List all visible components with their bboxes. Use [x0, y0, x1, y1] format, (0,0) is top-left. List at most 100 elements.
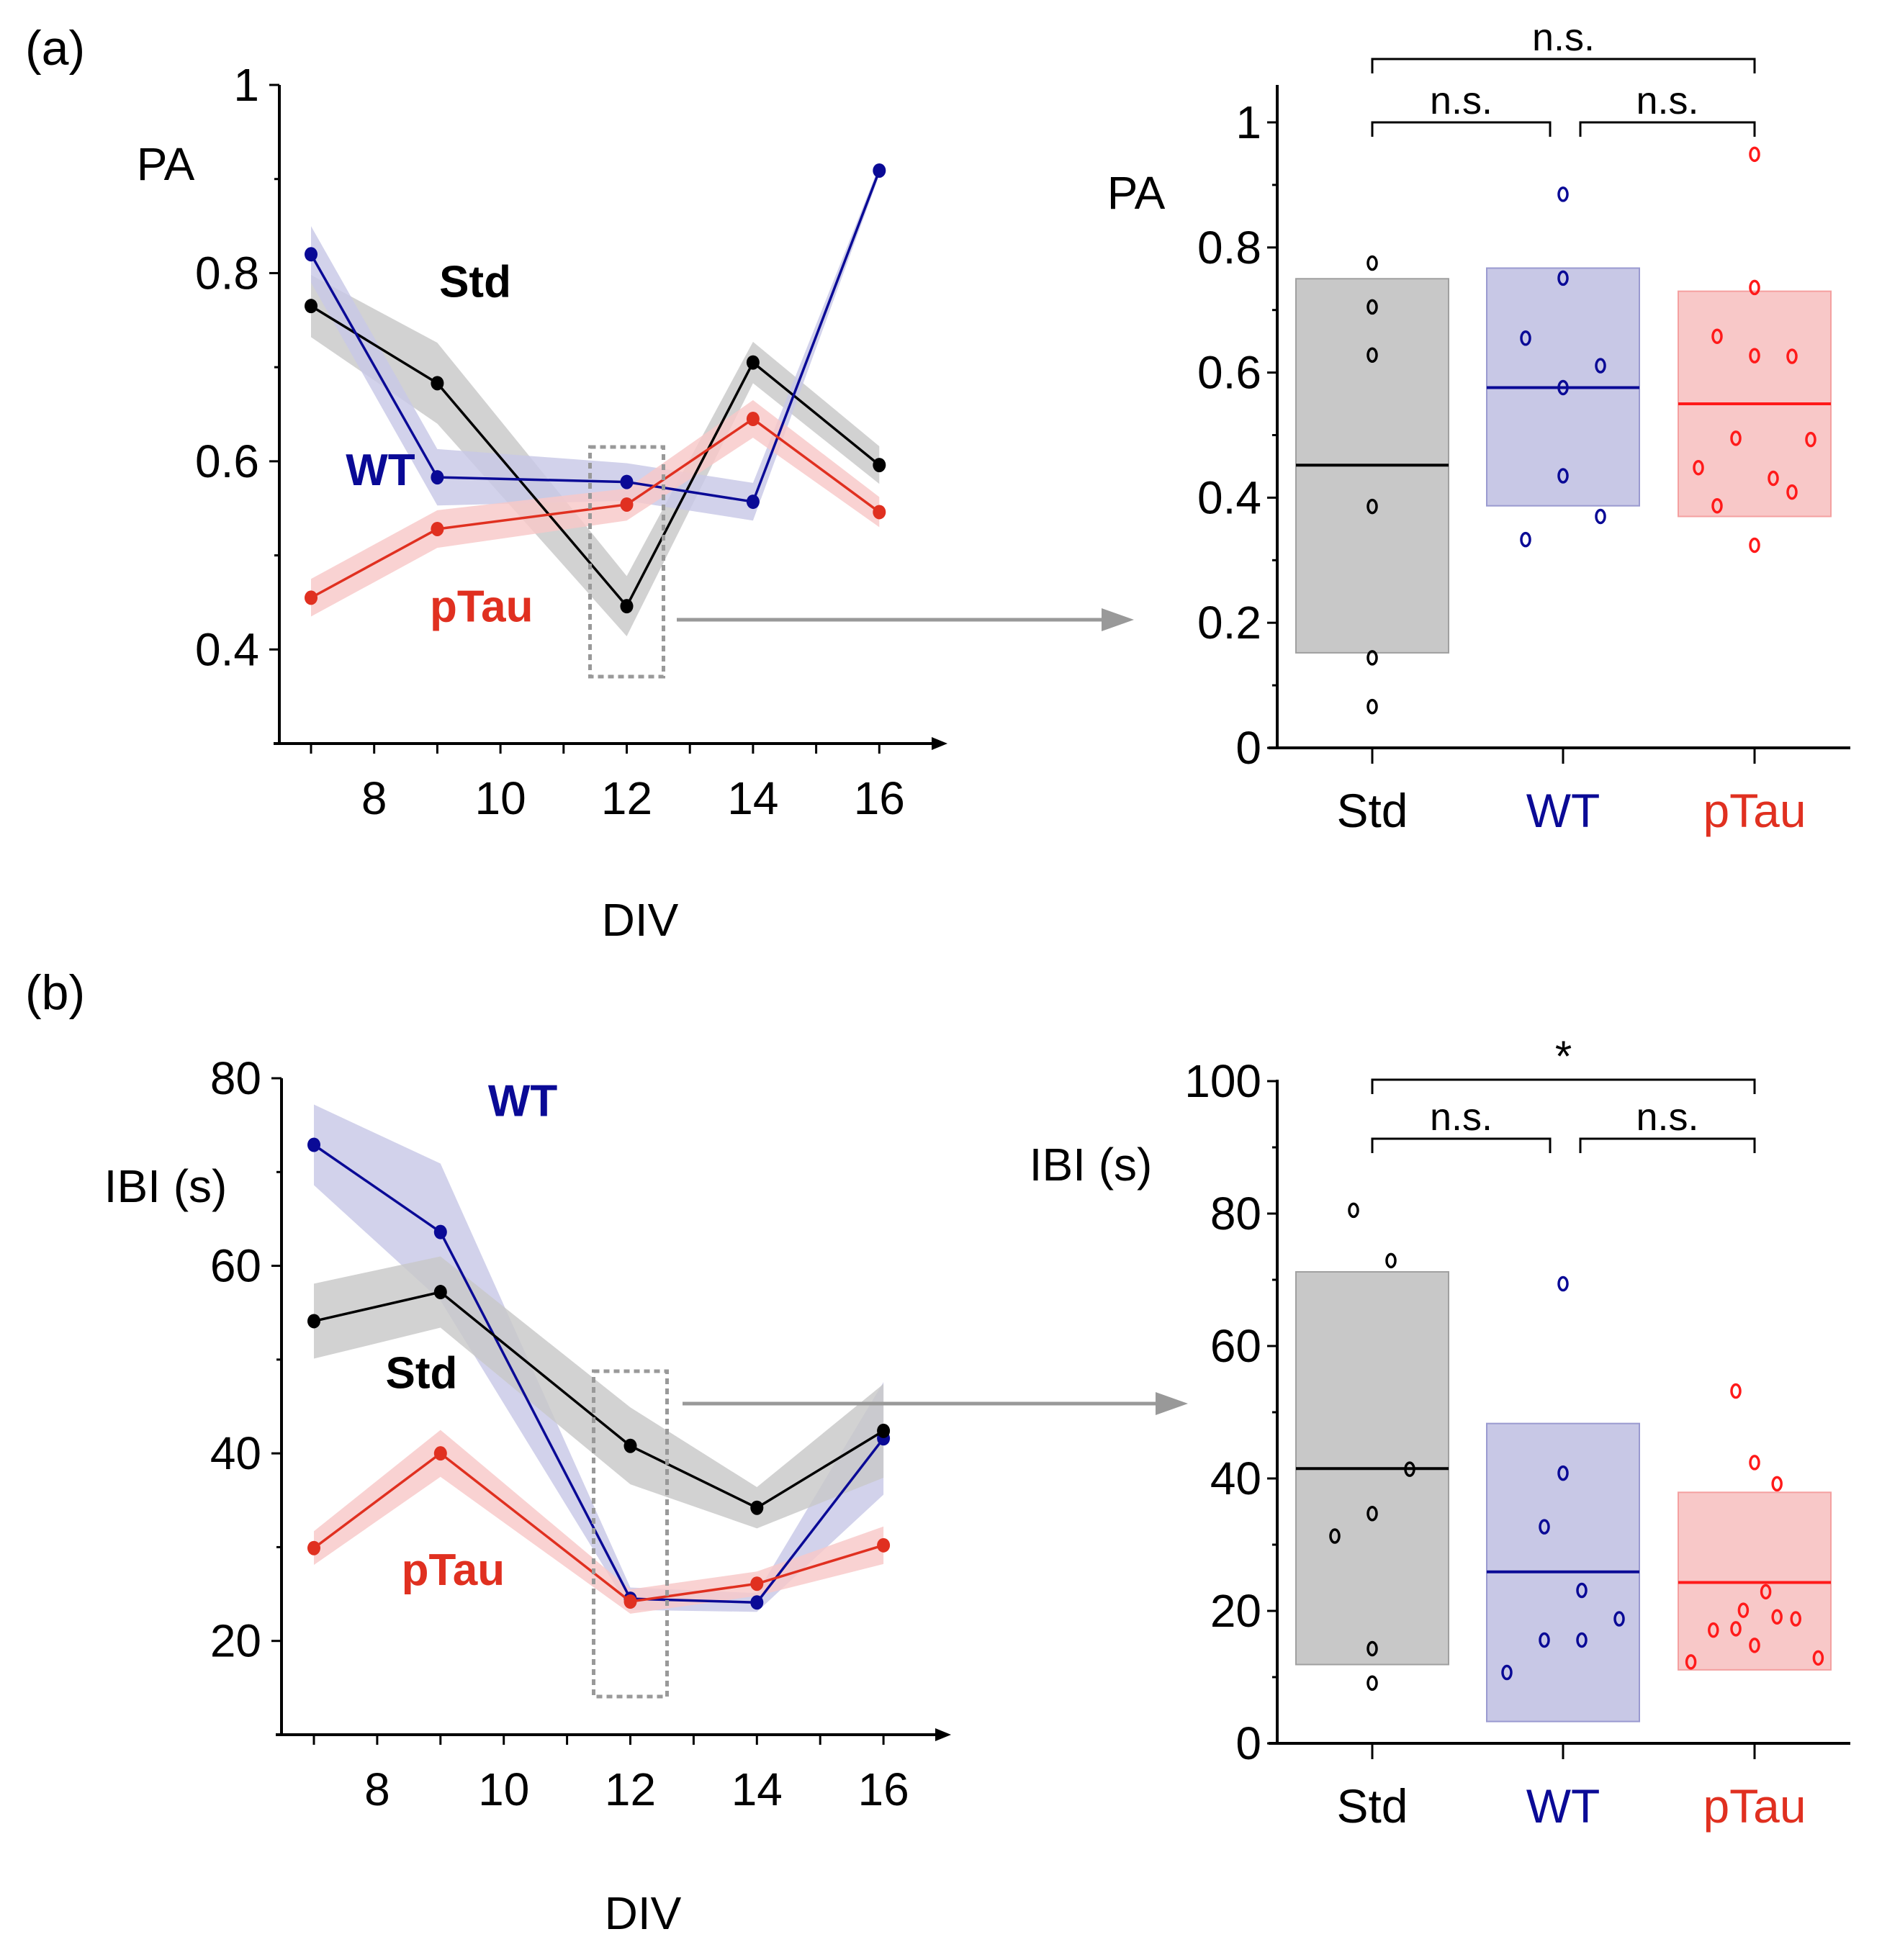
- data-point-std: [431, 376, 444, 391]
- y-tick-label: 0.8: [1197, 222, 1261, 274]
- data-point-std: [305, 299, 318, 314]
- data-point-wt: [1539, 1632, 1550, 1648]
- series-label-wt: WT: [488, 1077, 558, 1126]
- data-point-wt: [1557, 1465, 1569, 1481]
- zoom-arrow-head-icon: [1156, 1392, 1188, 1415]
- y-tick-label: 0.6: [1197, 347, 1261, 399]
- data-point-ptau: [1812, 1650, 1824, 1666]
- y-tick-label: 0.4: [195, 623, 259, 675]
- error-band-std: [314, 1256, 884, 1529]
- data-point-ptau: [1790, 1611, 1801, 1627]
- data-point-std: [750, 1500, 764, 1515]
- significance-label: n.s.: [1636, 1096, 1698, 1139]
- x-tick-label: 12: [601, 772, 652, 824]
- data-point-std: [746, 355, 760, 370]
- data-point-wt: [1520, 330, 1531, 346]
- data-point-std: [1404, 1461, 1415, 1477]
- data-point-ptau: [1749, 279, 1760, 296]
- data-point-std: [1329, 1528, 1341, 1544]
- data-point-ptau: [620, 497, 634, 512]
- x-tick-label: 10: [478, 1763, 529, 1815]
- data-point-std: [1367, 1506, 1378, 1522]
- y-tick-label: 0.4: [1197, 471, 1261, 523]
- x-tick-label: 12: [605, 1763, 656, 1815]
- error-band-ptau: [314, 1430, 884, 1614]
- data-point-wt: [1613, 1611, 1625, 1627]
- data-point-wt: [1557, 379, 1569, 396]
- y-tick-label: 0.2: [1197, 597, 1261, 649]
- data-point-ptau: [1749, 537, 1760, 554]
- y-tick-label: 0: [1235, 722, 1261, 774]
- significance-bracket: [1371, 1137, 1552, 1153]
- data-point-ptau: [1708, 1622, 1719, 1638]
- data-point-ptau: [305, 590, 318, 605]
- data-point-ptau: [1768, 470, 1779, 487]
- data-point-ptau: [1749, 348, 1760, 363]
- data-point-ptau: [1693, 459, 1704, 476]
- data-point-ptau: [431, 521, 444, 536]
- x-category-label-std: Std: [1336, 1779, 1408, 1833]
- data-point-ptau: [1771, 1476, 1783, 1492]
- x-tick-label: 8: [364, 1763, 390, 1815]
- data-point-std: [1367, 650, 1378, 666]
- x-tick-label: 14: [727, 772, 778, 824]
- significance-bracket: [1371, 121, 1552, 137]
- y-tick-label: 60: [210, 1240, 261, 1292]
- data-point-wt: [307, 1137, 320, 1152]
- data-point-std: [873, 458, 886, 473]
- y-tick-label: 1: [1235, 96, 1261, 148]
- highlight-box: [592, 1369, 669, 1699]
- x-tick-label: 16: [858, 1763, 909, 1815]
- data-point-std: [620, 599, 634, 614]
- data-point-ptau: [1749, 1455, 1760, 1471]
- data-point-wt: [305, 247, 318, 262]
- data-point-ptau: [1771, 1609, 1783, 1625]
- x-axis-label: DIV: [602, 894, 679, 946]
- data-point-std: [877, 1423, 891, 1438]
- data-point-ptau: [1711, 497, 1723, 514]
- data-point-ptau: [433, 1446, 447, 1461]
- significance-label: *: [1555, 1032, 1572, 1080]
- y-tick-label: 80: [1210, 1188, 1261, 1239]
- x-tick-label: 8: [361, 772, 387, 824]
- data-point-wt: [1576, 1632, 1588, 1648]
- significance-label: n.s.: [1636, 79, 1698, 122]
- y-tick-label: 0.8: [195, 247, 259, 299]
- y-axis-label: PA: [137, 138, 195, 190]
- x-category-label-wt: WT: [1526, 784, 1600, 837]
- significance-bracket: [1371, 1078, 1756, 1094]
- data-point-std: [1348, 1202, 1359, 1219]
- data-point-std: [307, 1314, 320, 1329]
- data-point-ptau: [1805, 431, 1816, 448]
- data-point-ptau: [1711, 328, 1723, 344]
- series-label-ptau: pTau: [430, 582, 533, 631]
- data-point-ptau: [1730, 430, 1742, 446]
- x-tick-label: 10: [475, 772, 526, 824]
- x-axis-label: DIV: [605, 1887, 682, 1939]
- data-point-wt: [620, 474, 634, 489]
- data-point-std: [1385, 1252, 1397, 1269]
- data-point-ptau: [623, 1594, 637, 1609]
- data-point-std: [1367, 255, 1378, 271]
- series-label-ptau: pTau: [402, 1545, 505, 1595]
- data-point-wt: [433, 1224, 447, 1239]
- data-point-wt: [1539, 1519, 1550, 1535]
- data-point-ptau: [1685, 1654, 1697, 1670]
- data-point-ptau: [1749, 146, 1760, 163]
- y-axis-label: IBI (s): [1030, 1139, 1153, 1191]
- data-point-wt: [873, 163, 886, 178]
- data-point-ptau: [1749, 1638, 1760, 1653]
- y-tick-label: 20: [210, 1615, 261, 1667]
- significance-bracket: [1579, 121, 1756, 137]
- data-point-wt: [1501, 1664, 1513, 1681]
- data-point-std: [1367, 299, 1378, 315]
- x-category-label-wt: WT: [1526, 1779, 1600, 1833]
- significance-bracket: [1579, 1137, 1756, 1153]
- y-tick-label: 1: [233, 59, 259, 111]
- panel-label-a: (a): [25, 21, 86, 76]
- y-tick-label: 20: [1210, 1585, 1261, 1637]
- data-point-wt: [431, 470, 444, 485]
- y-tick-label: 60: [1210, 1320, 1261, 1372]
- y-tick-label: 100: [1184, 1055, 1261, 1107]
